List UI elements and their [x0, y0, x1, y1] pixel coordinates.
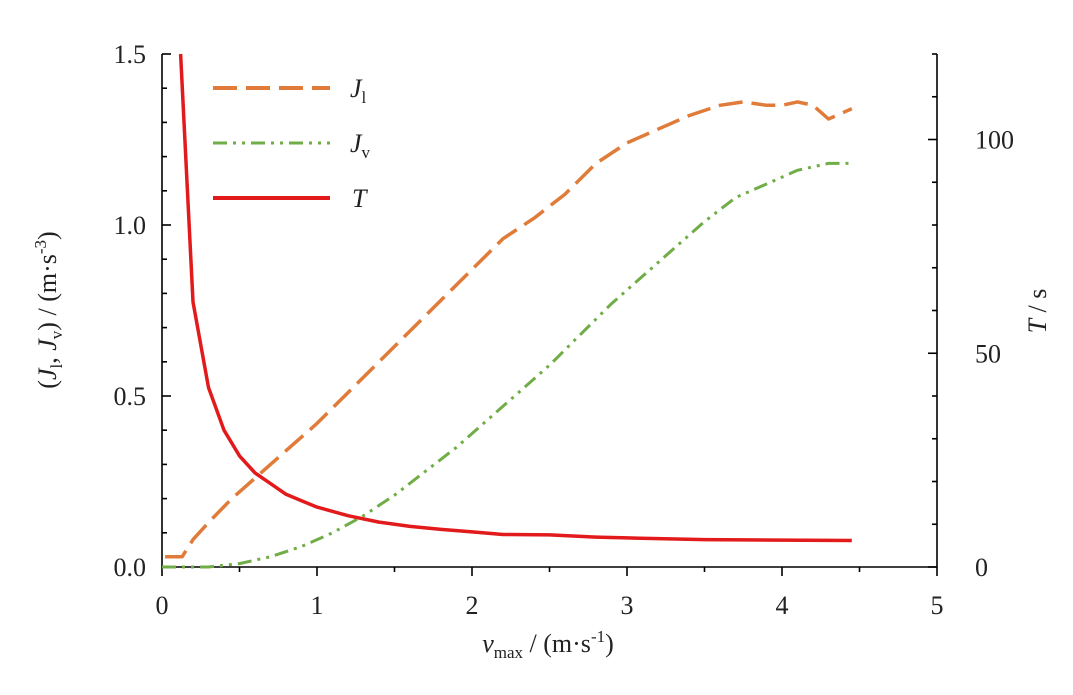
- x-tick-label: 0: [156, 591, 169, 620]
- legend-label-jl: Jl: [350, 74, 367, 107]
- y-right-tick-label: 0: [975, 553, 988, 582]
- x-axis-label: vmax / (m·s-1): [482, 627, 614, 662]
- x-tick-label: 3: [621, 591, 634, 620]
- x-tick-label: 2: [466, 591, 479, 620]
- x-tick-label: 1: [311, 591, 324, 620]
- y-right-tick-label: 50: [975, 339, 1001, 368]
- x-tick-label: 4: [776, 591, 789, 620]
- y-left-tick-label: 1.0: [114, 211, 147, 240]
- series-t-line: [178, 53, 852, 543]
- series-layer: [162, 53, 853, 569]
- series-jl-line: [165, 100, 853, 559]
- y-right-tick-label: 100: [975, 126, 1014, 155]
- y-left-tick-label: 0.0: [114, 553, 147, 582]
- legend: Jl Jv T: [213, 74, 371, 213]
- ticks: [161, 53, 938, 576]
- y-left-tick-label: 0.5: [114, 382, 147, 411]
- series-jv-line: [162, 161, 852, 569]
- legend-label-t: T: [352, 184, 368, 213]
- tick-labels: 0 1 2 3 4 5 0.0 0.5 1.0 1.5 0 50 100: [114, 40, 1015, 620]
- y-left-tick-label: 1.5: [114, 40, 147, 69]
- y-left-axis-label: (Jl, Jv) / (m·s-3): [31, 231, 66, 388]
- y-right-axis-label: T / s: [1023, 289, 1052, 334]
- x-tick-label: 5: [931, 591, 944, 620]
- legend-label-jv: Jv: [350, 129, 371, 162]
